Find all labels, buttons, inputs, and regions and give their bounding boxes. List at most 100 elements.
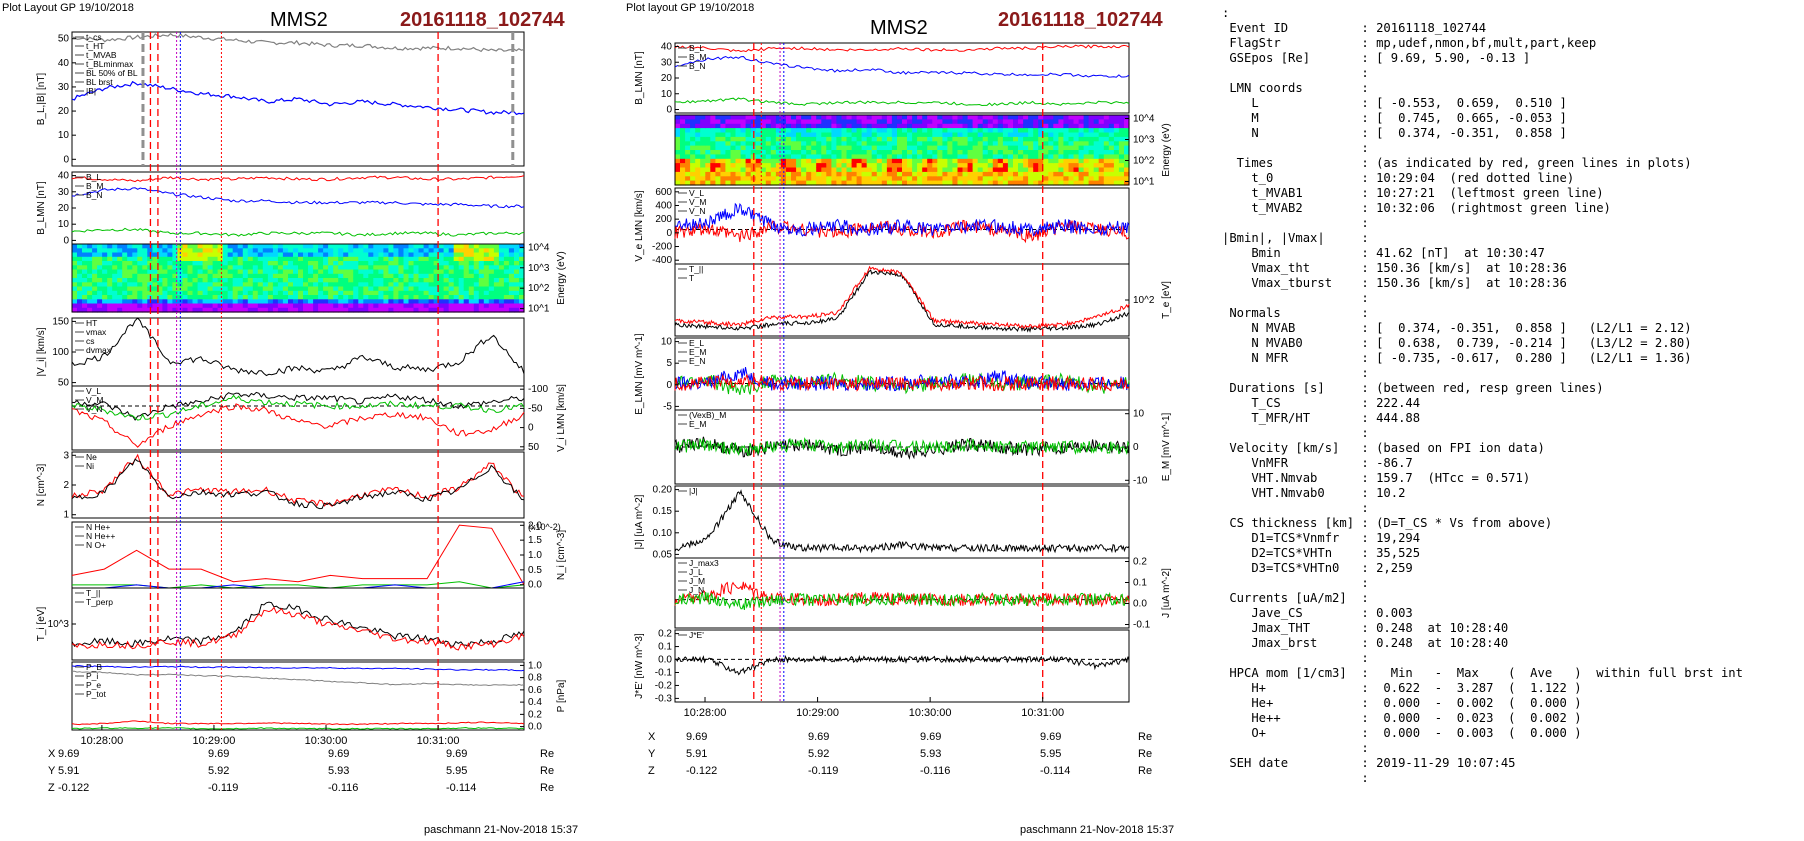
spectrogram-cell xyxy=(710,141,716,147)
spectrogram-cell xyxy=(242,307,249,313)
spectrogram-cell xyxy=(695,154,701,160)
spectrogram-cell xyxy=(488,278,495,283)
spectrogram-cell xyxy=(107,295,113,300)
spectrogram-cell xyxy=(740,150,747,155)
spectrogram-cell xyxy=(796,132,802,138)
spectrogram-cell xyxy=(715,132,721,138)
spectrogram-cell xyxy=(358,265,364,271)
spectrogram-cell xyxy=(806,128,812,134)
spectrogram-cell xyxy=(137,244,143,249)
spectrogram-cell xyxy=(685,141,691,147)
spectrogram-cell xyxy=(463,244,470,249)
pos-value: 9.69 xyxy=(920,731,942,743)
spectrogram-cell xyxy=(92,307,98,313)
spectrogram-cell xyxy=(1124,163,1130,169)
spectrogram-cell xyxy=(478,290,485,296)
spectrogram-cell xyxy=(1078,158,1085,164)
spectrogram-cell xyxy=(972,150,979,155)
spectrogram-cell xyxy=(1033,119,1039,125)
spectrogram-cell xyxy=(247,252,254,258)
spectrogram-cell xyxy=(202,303,209,309)
spectrogram-cell xyxy=(1083,115,1090,120)
spectrogram-cell xyxy=(202,307,209,313)
spectrogram-cell xyxy=(1088,167,1095,173)
spectrogram-cell xyxy=(303,282,309,288)
spectrogram-cell xyxy=(112,286,118,292)
spectrogram-cell xyxy=(796,171,802,177)
spectrogram-cell xyxy=(770,154,777,160)
spectrogram-cell xyxy=(856,176,863,182)
spectrogram-cell xyxy=(680,150,686,155)
spectrogram-cell xyxy=(127,273,133,279)
spectrogram-cell xyxy=(358,290,364,296)
spectrogram-cell xyxy=(1058,167,1064,173)
spectrogram-cell xyxy=(791,141,797,147)
spectrogram-cell xyxy=(117,252,123,258)
spectrogram-cell xyxy=(408,244,415,249)
spectrogram-cell xyxy=(881,136,888,142)
spectrogram-cell xyxy=(720,115,726,120)
spectrogram-cell xyxy=(760,119,767,125)
spectrogram-cell xyxy=(876,167,883,173)
spectrogram-cell xyxy=(267,273,274,279)
spectrogram-cell xyxy=(962,123,969,129)
spectrogram-cell xyxy=(897,123,903,129)
spectrogram-cell xyxy=(1013,150,1019,155)
spectrogram-cell xyxy=(318,307,324,313)
spectrogram-cell xyxy=(987,180,994,186)
legend-label: B_L xyxy=(86,172,101,182)
spectrogram-cell xyxy=(942,171,948,177)
spectrogram-cell xyxy=(1033,167,1039,173)
series-line xyxy=(71,720,525,726)
spectrogram-cell xyxy=(207,307,214,313)
spectrogram-cell xyxy=(77,286,83,292)
spectrogram-cell xyxy=(92,278,98,283)
spectrogram-cell xyxy=(695,128,701,134)
spectrogram-cell xyxy=(1113,158,1120,164)
axis-label: E_LMN [mV m^-1] xyxy=(634,333,645,415)
spectrogram-cell xyxy=(182,248,189,254)
spectrogram-cell xyxy=(922,123,928,129)
summary-line: Currents [uA/m2] : xyxy=(1222,591,1369,605)
spectrogram-cell xyxy=(368,299,374,305)
spectrogram-cell xyxy=(448,265,455,271)
spectrogram-cell xyxy=(132,273,138,279)
spectrogram-cell xyxy=(886,115,893,120)
spectrogram-cell xyxy=(710,176,716,182)
spectrogram-cell xyxy=(363,269,369,275)
spectrogram-cell xyxy=(217,261,224,266)
spectrogram-cell xyxy=(992,132,999,138)
spectrogram-cell xyxy=(1018,154,1024,160)
spectrogram-cell xyxy=(514,244,520,249)
spectrogram-cell xyxy=(891,180,898,186)
spectrogram-cell xyxy=(1043,141,1049,147)
spectrogram-cell xyxy=(488,252,495,258)
spectrogram-cell xyxy=(1088,123,1095,129)
spectrogram-cell xyxy=(197,256,204,262)
spectrogram-cell xyxy=(443,295,450,300)
spectrogram-cell xyxy=(117,273,123,279)
spectrogram-cell xyxy=(167,282,173,288)
spectrogram-cell xyxy=(338,286,344,292)
spectrogram-cell xyxy=(715,150,721,155)
spectrogram-cell xyxy=(313,252,319,258)
spectrogram-cell xyxy=(167,265,173,271)
spectrogram-cell xyxy=(866,123,873,129)
spectrogram-cell xyxy=(710,150,716,155)
spectrogram-cell xyxy=(700,136,706,142)
spectrogram-cell xyxy=(675,128,681,134)
spectrogram-cell xyxy=(267,265,274,271)
spectrogram-cell xyxy=(1118,167,1125,173)
spectrogram-cell xyxy=(127,299,133,305)
legend-label: |B| xyxy=(86,86,96,96)
spectrogram-cell xyxy=(142,265,148,271)
spectrogram-cell xyxy=(856,136,863,142)
spectrogram-cell xyxy=(514,252,520,258)
spectrogram-cell xyxy=(227,299,234,305)
spectrogram-cell xyxy=(277,290,284,296)
spectrogram-cell xyxy=(358,261,364,266)
spectrogram-cell xyxy=(831,180,837,186)
spectrogram-cell xyxy=(197,295,204,300)
spectrogram-cell xyxy=(448,290,455,296)
